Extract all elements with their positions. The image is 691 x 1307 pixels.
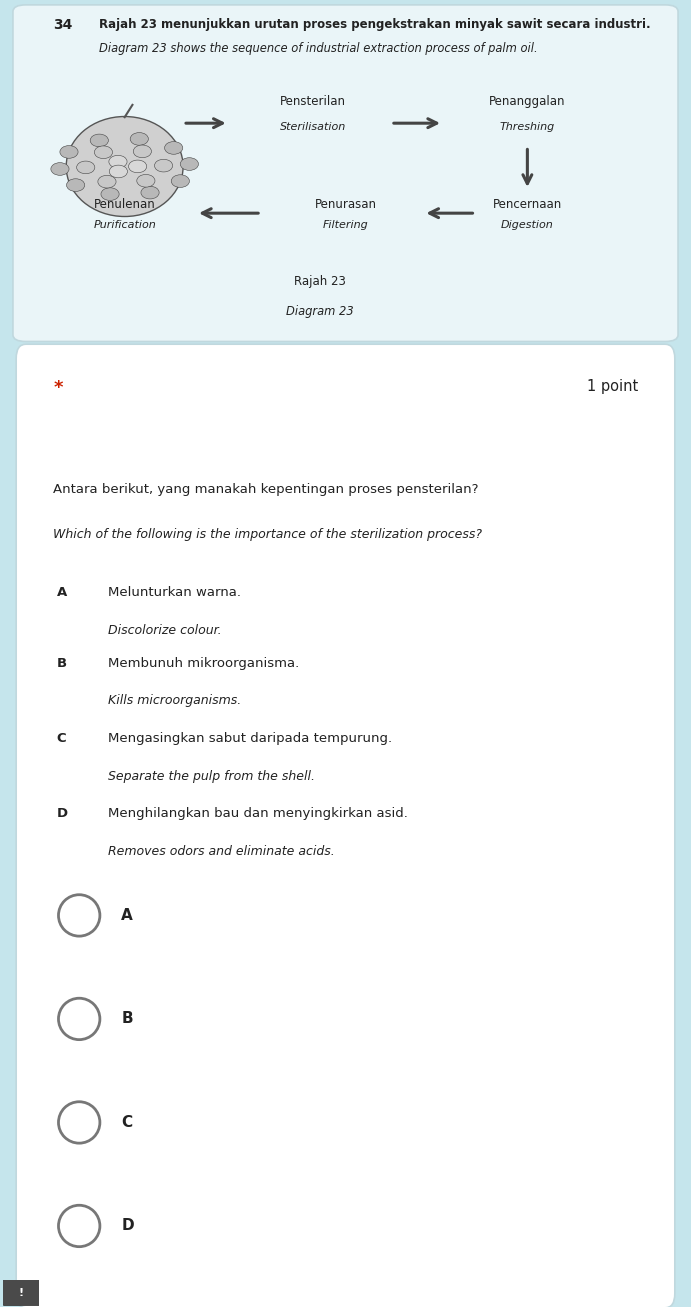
Ellipse shape — [59, 1205, 100, 1247]
Text: 34: 34 — [53, 18, 73, 33]
Ellipse shape — [141, 187, 159, 199]
Ellipse shape — [109, 165, 127, 178]
Text: Separate the pulp from the shell.: Separate the pulp from the shell. — [108, 770, 315, 783]
Text: Which of the following is the importance of the sterilization process?: Which of the following is the importance… — [53, 528, 482, 541]
Text: B: B — [57, 656, 66, 669]
Ellipse shape — [98, 175, 116, 188]
Text: Diagram 23 shows the sequence of industrial extraction process of palm oil.: Diagram 23 shows the sequence of industr… — [99, 42, 538, 55]
Text: Removes odors and eliminate acids.: Removes odors and eliminate acids. — [108, 844, 335, 857]
Text: Diagram 23: Diagram 23 — [285, 305, 353, 318]
Text: A: A — [57, 586, 67, 599]
Text: Kills microorganisms.: Kills microorganisms. — [108, 694, 242, 707]
Ellipse shape — [109, 156, 127, 169]
Text: Purification: Purification — [93, 220, 156, 230]
Text: Discolorize colour.: Discolorize colour. — [108, 623, 222, 637]
Ellipse shape — [101, 188, 119, 200]
Text: Rajah 23: Rajah 23 — [294, 276, 346, 288]
Text: !: ! — [19, 1287, 24, 1298]
Text: Melunturkan warna.: Melunturkan warna. — [108, 586, 241, 599]
FancyBboxPatch shape — [16, 344, 675, 1307]
Text: 1 point: 1 point — [587, 379, 638, 393]
Ellipse shape — [155, 159, 173, 173]
Text: B: B — [122, 1012, 133, 1026]
Ellipse shape — [164, 141, 183, 154]
Ellipse shape — [66, 179, 85, 191]
Ellipse shape — [66, 116, 183, 217]
Ellipse shape — [95, 146, 113, 158]
Text: C: C — [122, 1115, 133, 1131]
Ellipse shape — [180, 158, 198, 170]
Text: Mengasingkan sabut daripada tempurung.: Mengasingkan sabut daripada tempurung. — [108, 732, 392, 745]
Text: Penurasan: Penurasan — [314, 199, 377, 212]
Ellipse shape — [91, 135, 108, 146]
Ellipse shape — [59, 895, 100, 936]
Text: Penanggalan: Penanggalan — [489, 95, 566, 108]
Text: Filtering: Filtering — [323, 220, 368, 230]
Ellipse shape — [59, 1102, 100, 1144]
Ellipse shape — [51, 162, 69, 175]
Text: Penulenan: Penulenan — [94, 199, 155, 212]
Text: Pensterilan: Pensterilan — [280, 95, 346, 108]
Ellipse shape — [59, 999, 100, 1039]
Text: Sterilisation: Sterilisation — [280, 122, 346, 132]
Text: Antara berikut, yang manakah kepentingan proses pensterilan?: Antara berikut, yang manakah kepentingan… — [53, 482, 479, 495]
Ellipse shape — [130, 132, 149, 145]
Ellipse shape — [77, 161, 95, 174]
Text: D: D — [57, 808, 68, 821]
Text: D: D — [122, 1218, 134, 1234]
Text: Threshing: Threshing — [500, 122, 555, 132]
Text: C: C — [57, 732, 66, 745]
Ellipse shape — [137, 174, 155, 187]
FancyBboxPatch shape — [2, 1280, 41, 1306]
FancyBboxPatch shape — [13, 5, 678, 341]
Ellipse shape — [171, 175, 189, 187]
Ellipse shape — [60, 145, 78, 158]
Text: Digestion: Digestion — [501, 220, 553, 230]
Ellipse shape — [133, 145, 151, 158]
Ellipse shape — [129, 159, 146, 173]
Text: A: A — [122, 908, 133, 923]
Text: Pencernaan: Pencernaan — [493, 199, 562, 212]
Text: Menghilangkan bau dan menyingkirkan asid.: Menghilangkan bau dan menyingkirkan asid… — [108, 808, 408, 821]
Text: *: * — [53, 379, 63, 397]
Text: Rajah 23 menunjukkan urutan proses pengekstrakan minyak sawit secara industri.: Rajah 23 menunjukkan urutan proses penge… — [99, 18, 650, 31]
Text: Membunuh mikroorganisma.: Membunuh mikroorganisma. — [108, 656, 300, 669]
